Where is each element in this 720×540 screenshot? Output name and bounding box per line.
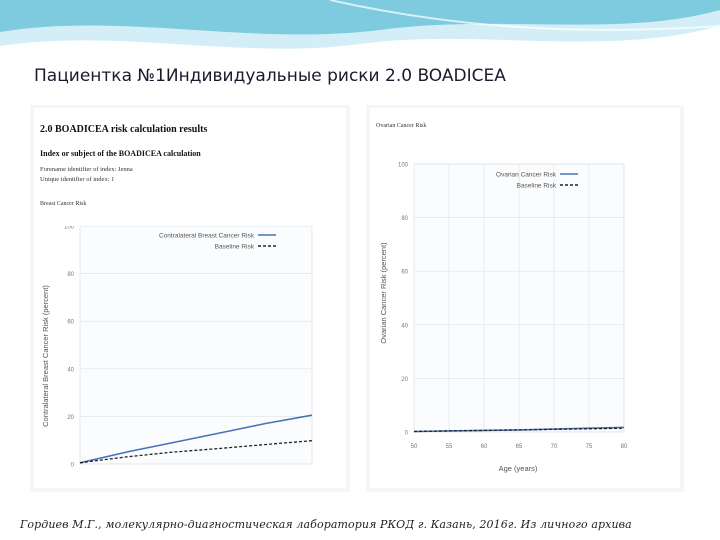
ovarian-risk-chart: Ovarian Cancer Risk (percent) Age (years… <box>379 163 628 474</box>
y-tick-label: 80 <box>401 216 408 222</box>
y-axis-label: Contralateral Breast Cancer Risk (percen… <box>41 285 50 427</box>
y-tick-label: 0 <box>405 431 409 437</box>
x-tick-label: 60 <box>481 444 488 450</box>
x-tick-label: 70 <box>551 444 558 450</box>
series-line-baseline <box>413 427 625 433</box>
y-tick-label: 60 <box>401 270 408 276</box>
footer-credit: Гордиев М.Г., молекулярно-диагностическа… <box>20 518 632 531</box>
report-panel-breast: 2.0 BOADICEA risk calculation results In… <box>30 105 350 492</box>
legend-label: Baseline Risk <box>517 183 557 190</box>
report-ovarian-label: Ovarian Cancer Risk <box>376 123 427 129</box>
y-tick-label: 60 <box>67 320 74 326</box>
breast-risk-chart: Contralateral Breast Cancer Risk (percen… <box>41 226 313 469</box>
wave-dark <box>0 0 720 35</box>
y-tick-label: 20 <box>67 415 74 421</box>
y-tick-label: 0 <box>71 463 75 469</box>
report-heading: 2.0 BOADICEA risk calculation results <box>40 124 208 135</box>
report-subject-heading: Index or subject of the BOADICEA calcula… <box>40 149 201 158</box>
report-panel-ovarian: Ovarian Cancer Risk Ovarian Cancer Risk … <box>366 105 684 492</box>
x-tick-label: 50 <box>411 444 418 450</box>
x-axis-label: Age (years) <box>499 464 538 473</box>
report-page: 2.0 BOADICEA risk calculation results In… <box>34 108 346 488</box>
slide-title: Пациентка №1Индивидуальные риски 2.0 BOA… <box>34 66 506 86</box>
legend-label: Contralateral Breast Cancer Risk <box>159 233 255 240</box>
legend-label: Baseline Risk <box>215 244 255 251</box>
y-tick-label: 100 <box>64 226 75 231</box>
wave-highlight <box>329 0 720 31</box>
series-line-baseline <box>79 440 313 464</box>
report-page: Ovarian Cancer Risk Ovarian Cancer Risk … <box>370 108 680 488</box>
y-axis-label: Ovarian Cancer Risk (percent) <box>379 242 388 344</box>
y-tick-label: 40 <box>67 367 74 373</box>
header-wave-decoration <box>0 0 720 49</box>
plot-area <box>79 226 313 465</box>
report-id-line: Unique identifier of index: 1 <box>40 176 115 183</box>
x-tick-label: 55 <box>446 444 453 450</box>
x-tick-label: 65 <box>516 444 523 450</box>
x-tick-label: 75 <box>586 444 593 450</box>
y-tick-label: 40 <box>401 323 408 329</box>
y-tick-label: 20 <box>401 377 408 383</box>
report-section-label: Breast Cancer Risk <box>40 201 87 207</box>
report-name-line: Forename identifier of index: Jenna <box>40 166 133 173</box>
series-line-risk <box>79 414 313 464</box>
y-tick-label: 80 <box>67 272 74 278</box>
y-tick-label: 100 <box>398 163 409 169</box>
x-tick-label: 80 <box>621 444 628 450</box>
legend-label: Ovarian Cancer Risk <box>496 172 557 179</box>
